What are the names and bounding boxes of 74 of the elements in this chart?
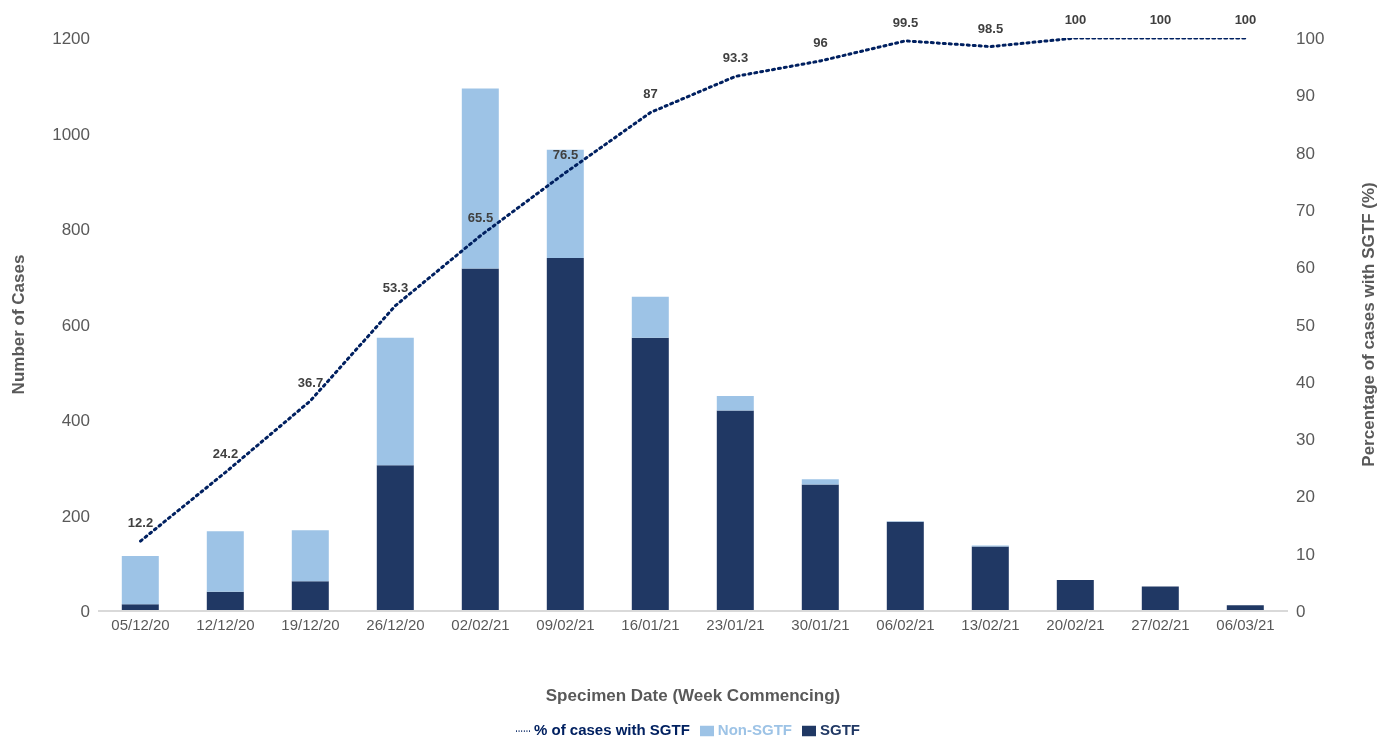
data-label: 76.5: [552, 146, 579, 162]
x-tick-label: 30/01/21: [791, 615, 850, 633]
bar: [1056, 579, 1094, 611]
y2-tick-label: 20: [1296, 487, 1315, 507]
bar: [376, 465, 414, 611]
legend-label: SGTF: [820, 720, 861, 738]
bar: [546, 258, 584, 611]
x-tick-label: 26/12/20: [366, 615, 425, 633]
y-tick-label: 0: [80, 602, 90, 621]
bar: [546, 149, 584, 259]
bar: [716, 396, 754, 411]
bar: [631, 296, 669, 338]
data-label: 24.2: [212, 446, 239, 462]
y-tick-label: 200: [61, 506, 90, 526]
bar: [376, 337, 414, 466]
data-label: 12.2: [127, 515, 154, 531]
bar: [121, 556, 159, 605]
x-tick-label: 13/02/21: [961, 615, 1020, 633]
y-tick-label: 400: [61, 411, 90, 431]
legend-label: Non-SGTF: [717, 720, 793, 738]
data-label: 65.5: [467, 209, 494, 225]
y-axis-title: Number of Cases: [9, 254, 29, 395]
data-label: 100: [1149, 12, 1172, 27]
data-label: 98.5: [977, 20, 1004, 36]
x-tick-label: 06/02/21: [876, 615, 935, 633]
data-label: 100: [1234, 12, 1257, 27]
y2-tick-label: 90: [1296, 86, 1315, 106]
y2-tick-label: 60: [1296, 258, 1315, 278]
bar: [206, 531, 244, 592]
y2-tick-label: 50: [1296, 315, 1315, 335]
bar: [291, 581, 329, 611]
data-label: 53.3: [382, 279, 409, 295]
bar: [291, 530, 329, 582]
x-axis-title: Specimen Date (Week Commencing): [545, 685, 841, 705]
data-label: 87: [643, 86, 658, 102]
x-tick-label: 05/12/20: [111, 615, 170, 633]
x-tick-label: 19/12/20: [281, 615, 340, 633]
bar: [121, 604, 159, 611]
x-tick-label: 02/02/21: [451, 615, 510, 633]
y2-tick-label: 80: [1296, 143, 1315, 163]
data-label: 100: [1064, 12, 1087, 27]
y-tick-label: 600: [61, 315, 90, 335]
x-tick-label: 27/02/21: [1131, 615, 1190, 633]
bar: [631, 337, 669, 611]
data-label: 96: [813, 34, 828, 50]
y2-tick-label: 0: [1296, 602, 1306, 621]
y-tick-label: 800: [61, 220, 90, 240]
data-label: 99.5: [892, 14, 919, 30]
x-tick-label: 20/02/21: [1046, 615, 1105, 633]
x-tick-label: 16/01/21: [621, 615, 680, 633]
x-tick-label: 06/03/21: [1216, 615, 1275, 633]
data-label: 36.7: [297, 374, 324, 390]
y-tick-label: 1200: [52, 29, 90, 49]
y2-tick-label: 30: [1296, 430, 1315, 450]
legend-label: % of cases with SGTF: [533, 720, 690, 738]
y2-tick-label: 70: [1296, 200, 1315, 220]
data-label: 93.3: [722, 50, 749, 66]
y2-tick-label: 10: [1296, 544, 1315, 564]
x-tick-label: 12/12/20: [196, 615, 255, 633]
y2-tick-label: 100: [1296, 29, 1325, 49]
bar: [1141, 586, 1179, 611]
bar: [716, 410, 754, 611]
bar: [801, 479, 839, 485]
y2-axis-title: Percentage of cases with SGTF (%): [1359, 182, 1379, 467]
bar: [461, 88, 499, 269]
bar: [461, 268, 499, 611]
y-tick-label: 1000: [52, 124, 90, 144]
bar: [886, 521, 924, 611]
bar: [801, 484, 839, 611]
bar: [971, 546, 1009, 611]
x-tick-label: 23/01/21: [706, 615, 765, 633]
y2-tick-label: 40: [1296, 372, 1315, 392]
bar: [206, 591, 244, 611]
x-tick-label: 09/02/21: [536, 615, 595, 633]
